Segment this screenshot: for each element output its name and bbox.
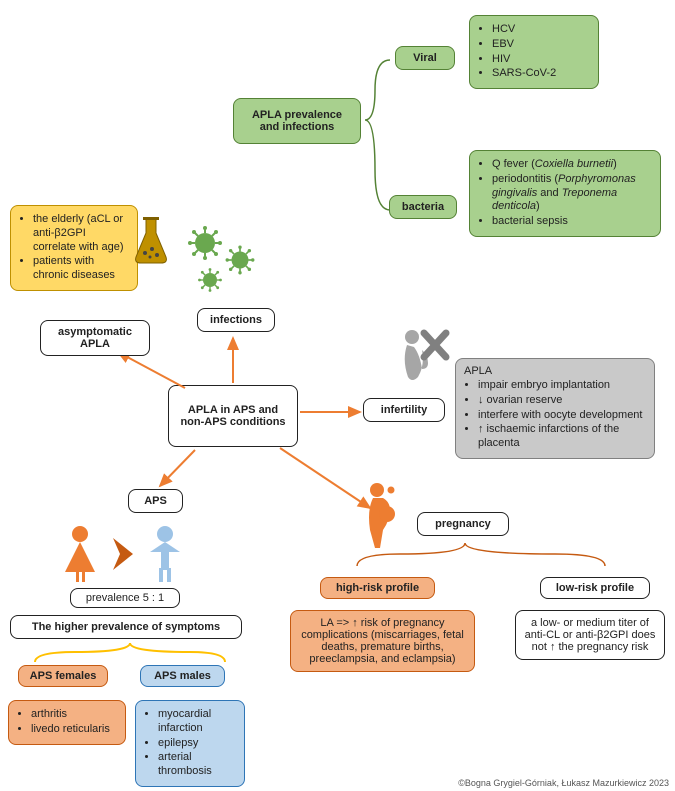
list-item: the elderly (aCL or anti-β2GPI correlate… (33, 213, 129, 254)
high-risk-text: LA => ↑ risk of pregnancy complications … (301, 617, 464, 665)
bacteria-label-box: bacteria (389, 195, 457, 219)
prevalence-box: prevalence 5 : 1 (70, 588, 180, 608)
low-risk-text: a low- or medium titer of anti-CL or ant… (525, 617, 656, 653)
aps-males-list: myocardial infarctionepilepsyarterial th… (144, 708, 236, 779)
list-item: ↓ ovarian reserve (478, 394, 646, 408)
low-risk-label: low-risk profile (556, 582, 634, 594)
infections-label: infections (210, 314, 262, 326)
infections-header: APLA prevalence and infections (233, 98, 361, 144)
infertility-icon (390, 325, 450, 395)
asymptomatic-detail: the elderly (aCL or anti-β2GPI correlate… (10, 205, 138, 291)
asymptomatic-label: asymptomatic APLA (58, 326, 132, 350)
copyright: ©Bogna Grygiel-Górniak, Łukasz Mazurkiew… (458, 778, 669, 788)
list-item: myocardial infarction (158, 708, 236, 736)
high-risk-text-box: LA => ↑ risk of pregnancy complications … (290, 610, 475, 672)
aps-label: APS (144, 495, 167, 507)
viral-label-box: Viral (395, 46, 455, 70)
list-item: Q fever (Coxiella burnetii) (492, 158, 652, 172)
low-risk-label-box: low-risk profile (540, 577, 650, 599)
list-item: ↑ ischaemic infarctions of the placenta (478, 423, 646, 451)
bacteria-list-box: Q fever (Coxiella burnetii)periodontitis… (469, 150, 661, 237)
list-item: arterial thrombosis (158, 751, 236, 779)
viral-list-box: HCVEBVHIVSARS-CoV-2 (469, 15, 599, 89)
low-risk-text-box: a low- or medium titer of anti-CL or ant… (515, 610, 665, 660)
list-item: HCV (492, 23, 590, 37)
bacteria-list: Q fever (Coxiella burnetii)periodontitis… (478, 158, 652, 229)
list-item: HIV (492, 53, 590, 67)
infections-header-label: APLA prevalence and infections (242, 109, 352, 133)
infertility-apla-label: APLA (464, 365, 646, 377)
aps-males-label: APS males (154, 670, 211, 682)
list-item: impair embryo implantation (478, 379, 646, 393)
pregnancy-bracket (345, 540, 625, 575)
high-risk-label-box: high-risk profile (320, 577, 435, 599)
viral-label: Viral (413, 52, 437, 64)
aps-females-label: APS females (30, 670, 97, 682)
list-item: periodontitis (Porphyromonas gingivalis … (492, 173, 652, 214)
pregnancy-node: pregnancy (417, 512, 509, 536)
list-item: interfere with oocyte development (478, 409, 646, 423)
list-item: arthritis (31, 708, 117, 722)
asymptomatic-node: asymptomatic APLA (40, 320, 150, 356)
infections-node: infections (197, 308, 275, 332)
higher-prevalence-label: The higher prevalence of symptoms (32, 621, 220, 633)
bacteria-label: bacteria (402, 201, 444, 213)
aps-females-list-box: arthritislivedo reticularis (8, 700, 126, 745)
infertility-detail: APLA impair embryo implantation↓ ovarian… (455, 358, 655, 459)
list-item: EBV (492, 38, 590, 52)
infertility-label: infertility (381, 404, 427, 416)
list-item: livedo reticularis (31, 723, 117, 737)
higher-prevalence-box: The higher prevalence of symptoms (10, 615, 242, 639)
pregnancy-label: pregnancy (435, 518, 491, 530)
flask-icon (130, 215, 175, 270)
list-item: patients with chronic diseases (33, 255, 129, 283)
virus-icon (185, 225, 275, 305)
list-item: SARS-CoV-2 (492, 67, 590, 81)
infertility-list: impair embryo implantation↓ ovarian rese… (464, 379, 646, 451)
aps-males-list-box: myocardial infarctionepilepsyarterial th… (135, 700, 245, 787)
prevalence-label: prevalence 5 : 1 (86, 592, 164, 604)
aps-females-list: arthritislivedo reticularis (17, 708, 117, 737)
list-item: bacterial sepsis (492, 215, 652, 229)
infertility-node: infertility (363, 398, 445, 422)
viral-list: HCVEBVHIVSARS-CoV-2 (478, 23, 590, 81)
aps-males-label-box: APS males (140, 665, 225, 687)
gender-icons (55, 520, 215, 590)
list-item: epilepsy (158, 737, 236, 751)
high-risk-label: high-risk profile (336, 582, 419, 594)
aps-node: APS (128, 489, 183, 513)
aps-females-label-box: APS females (18, 665, 108, 687)
asymptomatic-list: the elderly (aCL or anti-β2GPI correlate… (19, 213, 129, 283)
